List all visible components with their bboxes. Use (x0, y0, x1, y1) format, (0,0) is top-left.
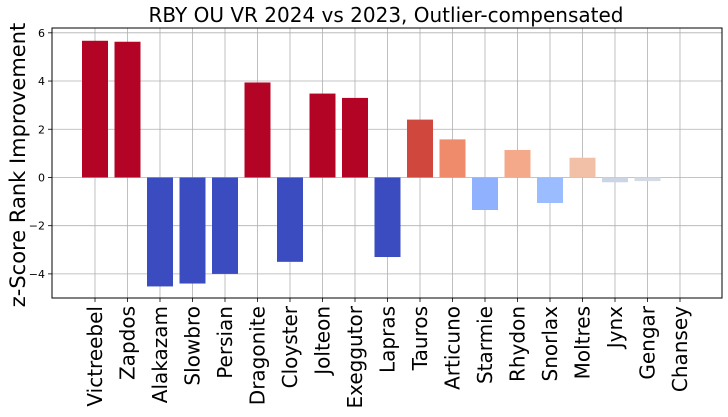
x-tick-label: Alakazam (148, 306, 172, 403)
chart-title: RBY OU VR 2024 vs 2023, Outlier-compensa… (149, 3, 624, 27)
bar-tauros (407, 119, 433, 178)
x-tick-label: Starmie (473, 306, 497, 384)
bar-victreebel (82, 40, 108, 178)
x-tick-label: Persian (213, 306, 237, 379)
bar-dragonite (244, 82, 271, 178)
x-tick-label: Zapdos (116, 306, 140, 380)
x-tick-label: Rhydon (506, 306, 530, 382)
bar-articuno (439, 139, 466, 178)
bar-alakazam (147, 177, 173, 287)
y-ticks: −4 −2 0 2 4 6 (29, 27, 52, 281)
bar-zapdos (114, 41, 141, 178)
x-tick-label: Moltres (571, 306, 595, 379)
y-tick-label: 6 (38, 27, 45, 40)
x-tick-label: Articuno (441, 306, 465, 390)
bar-lapras (374, 177, 401, 258)
x-tick-label: Lapras (376, 306, 400, 373)
x-tick-label: Dragonite (246, 306, 270, 405)
plot-frame (51, 27, 723, 299)
x-tick-label: Exeggutor (343, 305, 367, 408)
x-tick-label: Chansey (668, 306, 692, 392)
x-tick-label: Victreebel (83, 306, 107, 407)
bar-jynx (602, 177, 628, 183)
x-tick-label: Jynx (603, 306, 627, 350)
bar-moltres (569, 157, 596, 178)
y-tick-label: −4 (29, 268, 45, 281)
y-tick-label: 4 (38, 75, 45, 88)
y-tick-label: 2 (38, 123, 45, 136)
y-tick-label: 0 (38, 171, 45, 184)
bar-gengar (634, 177, 661, 182)
bar-slowbro (179, 177, 206, 284)
bar-jolteon (309, 93, 336, 178)
x-tick-label: Jolteon (311, 306, 335, 377)
x-tick-label: Tauros (408, 306, 432, 371)
y-tick-label: −2 (29, 220, 45, 233)
x-tick-label: Snorlax (538, 306, 562, 382)
bar-exeggutor (342, 97, 368, 178)
bar-persian (212, 177, 238, 274)
bar-cloyster (277, 177, 303, 262)
x-tick-label: Cloyster (278, 305, 302, 388)
x-tick-label: Slowbro (181, 306, 205, 386)
bars-group (82, 40, 693, 287)
x-ticks: Victreebel Zapdos Alakazam Slowbro Persian Dr… (83, 298, 692, 409)
x-tick-label: Gengar (636, 305, 660, 379)
y-axis-label: z-Score Rank Improvement (6, 23, 30, 308)
bar-starmie (472, 177, 498, 211)
bar-snorlax (537, 177, 563, 204)
bar-rhydon (504, 149, 531, 178)
